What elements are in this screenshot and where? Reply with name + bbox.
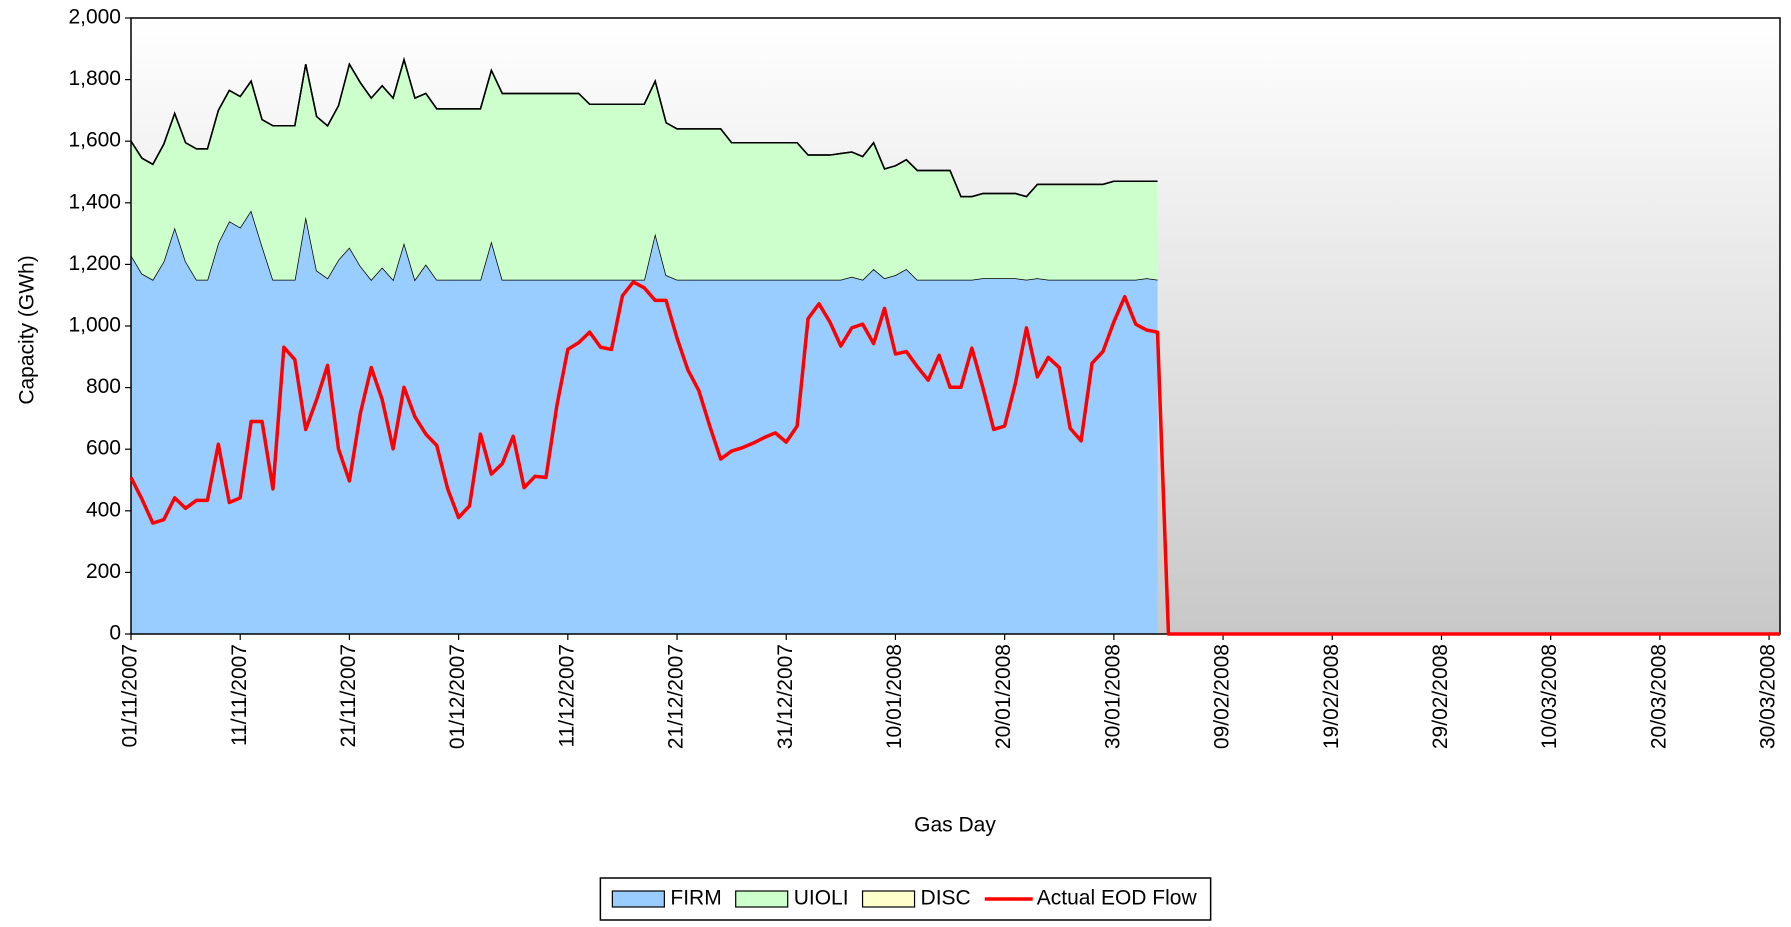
x-tick-label: 31/12/2007 xyxy=(774,644,797,749)
x-tick-label: 10/01/2008 xyxy=(883,644,906,749)
x-tick-label: 29/02/2008 xyxy=(1429,644,1452,749)
plot-border xyxy=(130,17,1781,635)
y-axis-title: Capacity (GWh) xyxy=(16,255,39,404)
x-axis-title: Gas Day xyxy=(914,814,996,837)
legend-label: Actual EOD Flow xyxy=(1037,887,1198,910)
area-edge xyxy=(130,56,1158,198)
legend-label: FIRM xyxy=(670,887,721,910)
x-tick-label: 20/03/2008 xyxy=(1647,644,1670,749)
y-tick-label: 1,400 xyxy=(68,190,121,213)
x-tick-label: 11/11/2007 xyxy=(228,644,251,746)
x-tick-label: 01/12/2007 xyxy=(446,644,469,749)
legend-swatch xyxy=(611,890,665,908)
line xyxy=(129,280,1780,636)
legend-swatch xyxy=(861,890,916,908)
x-tick-label: 30/01/2008 xyxy=(1101,644,1124,749)
area xyxy=(131,59,1158,280)
y-tick-label: 1,800 xyxy=(68,67,121,90)
x-tick-label: 11/12/2007 xyxy=(555,644,578,748)
y-tick-label: 600 xyxy=(86,437,121,460)
y-tick-label: 1,200 xyxy=(68,252,121,275)
x-tick-label: 21/11/2007 xyxy=(337,644,360,748)
x-tick-label: 30/03/2008 xyxy=(1757,644,1780,749)
y-tick-label: 2,000 xyxy=(68,6,121,29)
legend-label: UIOLI xyxy=(794,887,849,910)
x-tick-label: 19/02/2008 xyxy=(1320,644,1343,749)
y-tick-label: 1,600 xyxy=(68,129,121,152)
x-tick-label: 09/02/2008 xyxy=(1211,644,1234,749)
legend-label: DISC xyxy=(921,887,971,910)
legend-swatch xyxy=(735,890,789,908)
y-tick-label: 800 xyxy=(86,375,121,398)
y-tick-label: 0 xyxy=(109,622,121,645)
x-tick-label: 01/11/2007 xyxy=(119,644,142,748)
area xyxy=(131,210,1158,634)
legend: FIRM UIOLI DISC Actual EOD Flow xyxy=(599,877,1212,921)
y-tick-label: 1,000 xyxy=(68,314,121,337)
y-tick-label: 400 xyxy=(86,498,121,521)
x-tick-label: 21/12/2007 xyxy=(665,644,688,749)
x-tick-label: 10/03/2008 xyxy=(1538,644,1561,749)
x-tick-label: 20/01/2008 xyxy=(992,644,1015,749)
y-tick-label: 200 xyxy=(86,560,121,583)
